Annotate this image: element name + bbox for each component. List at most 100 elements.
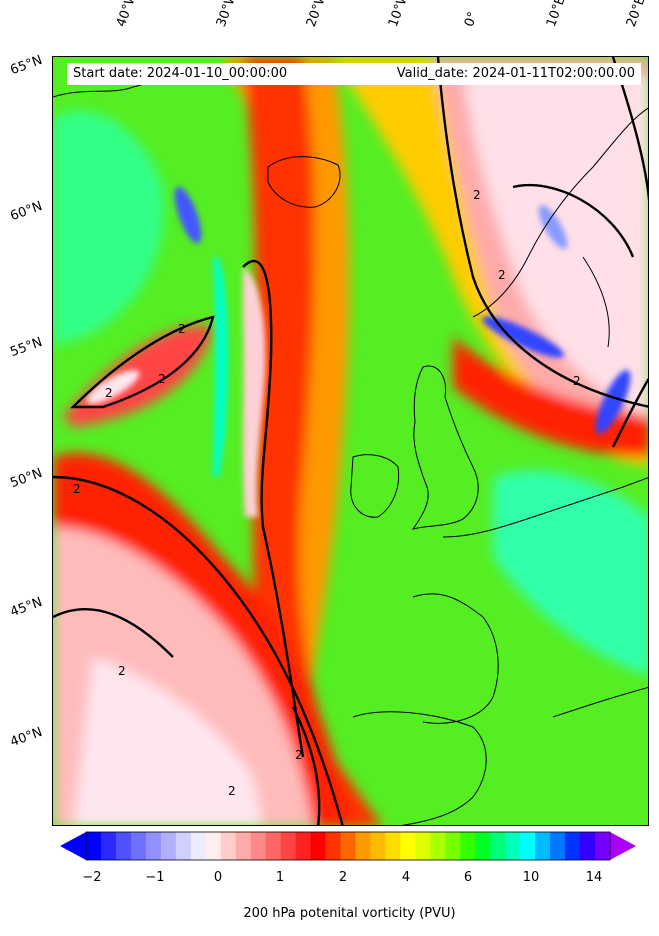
field-patch	[463, 77, 648, 417]
colorbar-cell	[445, 832, 461, 860]
colorbar-cell	[535, 832, 551, 860]
colorbar-tick: −2	[82, 870, 102, 885]
colorbar-cell	[595, 832, 611, 860]
pv-field: 2 2 2 2 2 2 2 2 2 2	[53, 57, 648, 825]
colorbar-cell	[235, 832, 252, 860]
colorbar-cell	[580, 832, 596, 860]
contour-label: 2	[473, 188, 481, 202]
colorbar-cell	[175, 832, 192, 860]
colorbar-cell	[325, 832, 342, 860]
contour-label: 2	[73, 482, 81, 496]
colorbar-tick: 6	[463, 870, 473, 885]
lat-label-60n: 60°N	[8, 198, 45, 225]
colorbar-cell	[565, 832, 581, 860]
colorbar-cells	[86, 832, 611, 860]
contour-line	[53, 475, 344, 825]
colorbar-cell	[295, 832, 312, 860]
colorbar-cell	[385, 832, 401, 860]
field-patch	[174, 186, 202, 244]
coastline-great-britain	[411, 365, 479, 530]
colorbar-border	[85, 831, 611, 861]
lon-label-40w: 40°W	[113, 0, 141, 29]
field-patch	[493, 470, 648, 677]
contour-line	[611, 377, 648, 448]
colorbar-tick: 4	[401, 870, 411, 885]
contour-line	[436, 57, 648, 408]
colorbar	[60, 831, 636, 861]
colorbar-cell	[145, 832, 162, 860]
start-date-label: Start date: 2024-01-10_00:00:00	[67, 63, 373, 85]
coastline-iceland	[267, 156, 341, 208]
coastline-iberia	[352, 711, 487, 825]
lon-label-30w: 30°W	[213, 0, 241, 29]
colorbar-cell	[86, 832, 102, 860]
coastline-france	[412, 593, 499, 724]
lon-label-0: 0°	[461, 9, 482, 29]
lat-label-55n: 55°N	[8, 334, 45, 361]
colorbar-cell	[370, 832, 386, 860]
colorbar-cell	[100, 832, 117, 860]
lon-label-10e: 10°E	[543, 0, 569, 30]
field-patch	[53, 110, 165, 347]
colorbar-cell	[130, 832, 147, 860]
contour-line	[291, 706, 321, 825]
colorbar-cell	[430, 832, 446, 860]
colorbar-cell	[340, 832, 356, 860]
lat-label-40n: 40°N	[8, 724, 45, 751]
contour-label: 2	[178, 322, 186, 336]
contour-line	[512, 183, 635, 258]
colorbar-cell	[220, 832, 237, 860]
field-patch	[595, 369, 631, 435]
colorbar-cell	[520, 832, 536, 860]
colorbar-cell	[550, 832, 566, 860]
contour-label: 2	[158, 372, 166, 386]
colorbar-cell	[160, 832, 177, 860]
field-patch	[538, 204, 568, 250]
field-patch	[243, 267, 266, 517]
coastline-continent	[442, 477, 648, 538]
colorbar-cell	[310, 832, 327, 860]
contour-label: 2	[118, 664, 126, 678]
colorbar-tick: 10	[522, 870, 540, 885]
lon-label-10w: 10°W	[385, 0, 413, 29]
colorbar-tick: −1	[145, 870, 165, 885]
colorbar-extend-high	[610, 832, 636, 860]
contour-labels: 2 2 2 2 2 2 2 2 2 2	[73, 188, 581, 798]
pv-map: 2 2 2 2 2 2 2 2 2 2	[52, 56, 649, 826]
colorbar-cell	[460, 832, 476, 860]
contour-label: 2	[228, 784, 236, 798]
colorbar-tick: 0	[213, 870, 223, 885]
pv-2-contours	[53, 57, 648, 825]
contour-label: 2	[573, 374, 581, 388]
colorbar-cell	[475, 832, 491, 860]
field-patch	[73, 657, 263, 825]
colorbar-tick: 2	[338, 870, 348, 885]
colorbar-cell	[505, 832, 521, 860]
contour-label: 2	[105, 386, 113, 400]
lon-label-20e: 20°E	[623, 0, 649, 30]
coastline-norway	[472, 107, 648, 318]
lat-label-50n: 50°N	[8, 465, 45, 492]
colorbar-cell	[415, 832, 431, 860]
coastlines	[53, 74, 648, 825]
colorbar-cell	[115, 832, 132, 860]
lon-label-20w: 20°W	[303, 0, 331, 29]
coastline-sweden	[582, 256, 610, 348]
colorbar-cell	[490, 832, 506, 860]
contour-line	[53, 608, 174, 658]
colorbar-label: 200 hPa potenital vorticity (PVU)	[243, 906, 456, 921]
contour-label: 2	[295, 748, 303, 762]
contour-label: 2	[498, 268, 506, 282]
lat-label-65n: 65°N	[8, 52, 45, 79]
colorbar-cell	[355, 832, 371, 860]
colorbar-cell	[205, 832, 222, 860]
colorbar-cell	[265, 832, 282, 860]
colorbar-extend-low	[60, 832, 86, 860]
colorbar-cell	[280, 832, 297, 860]
colorbar-tick: 14	[585, 870, 603, 885]
field-patch	[86, 370, 140, 404]
valid-date-label: Valid_date: 2024-01-11T02:00:00.00	[367, 63, 641, 85]
colorbar-cell	[190, 832, 207, 860]
field-patch	[213, 257, 229, 477]
coastline-mediterranean	[552, 687, 648, 718]
